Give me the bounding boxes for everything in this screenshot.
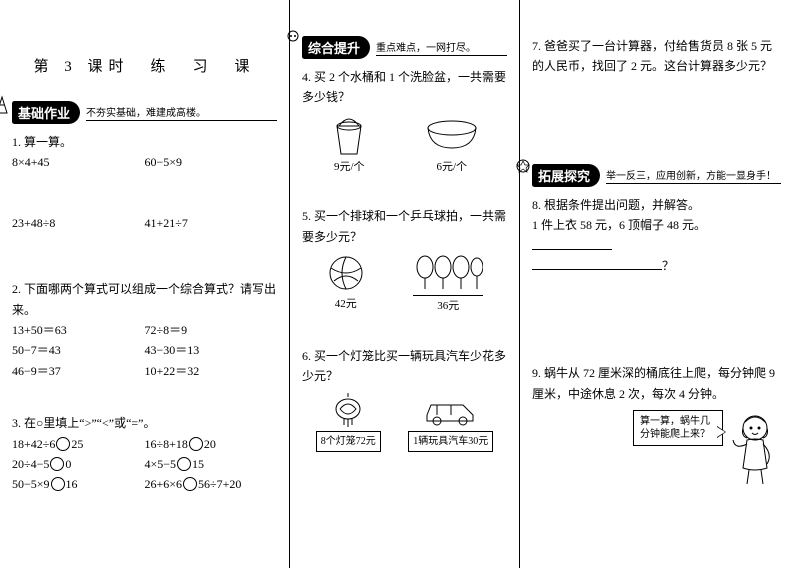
q1-a: 8×4+45 xyxy=(12,152,145,172)
column-1: 第 3 课时 练 习 课 基础作业 不夯实基础，难建成高楼。 1. 算一算。 8… xyxy=(0,0,290,568)
q1-label: 1. 算一算。 xyxy=(12,132,277,152)
q3-row1-right: 16÷8+1820 xyxy=(145,434,278,454)
q4: 4. 买 2 个水桶和 1 个洗脸盆，一共需要多少钱？ 9元/个 6元/个 xyxy=(302,67,507,176)
q1-d: 41+21÷7 xyxy=(145,213,278,233)
q3-row1-left: 18+42÷625 xyxy=(12,434,145,454)
column-2: 综合提升 重点难点，一网打尽。 4. 买 2 个水桶和 1 个洗脸盆，一共需要多… xyxy=(290,0,520,568)
basin-icon xyxy=(424,114,480,156)
bucket-icon xyxy=(329,114,369,156)
kid-icon xyxy=(284,28,304,52)
compare-circle[interactable] xyxy=(56,437,70,451)
section-basic-header: 基础作业 不夯实基础，难建成高楼。 xyxy=(12,101,277,124)
q3: 3. 在○里填上“>”“<”或“=”。 18+42÷625 16÷8+1820 … xyxy=(12,413,277,495)
girl-icon xyxy=(727,410,781,488)
q6-label: 6. 买一个灯笼比买一辆玩具汽车少花多少元？ xyxy=(302,346,507,387)
lesson-title: 第 3 课时 练 习 课 xyxy=(12,55,277,76)
q9-label: 9. 蜗牛从 72 厘米深的桶底往上爬，每分钟爬 9 厘米，中途休息 2 次，每… xyxy=(532,363,781,404)
fill-blank[interactable] xyxy=(532,238,612,250)
lantern-figure: 8个灯笼72元 xyxy=(316,393,381,452)
q6: 6. 买一个灯笼比买一辆玩具汽车少花多少元？ 8个灯笼72元 1辆玩具汽车30元 xyxy=(302,346,507,452)
explore-slogan: 举一反三，应用创新，方能一显身手！ xyxy=(606,167,781,184)
compare-circle[interactable] xyxy=(177,457,191,471)
volleyball-icon xyxy=(326,253,366,293)
q2-label: 2. 下面哪两个算式可以组成一个综合算式？请写出来。 xyxy=(12,279,277,320)
basin-figure: 6元/个 xyxy=(424,114,480,177)
column-3: 7. 爸爸买了一台计算器，付给售货员 8 张 5 元的人民币，找回了 2 元。这… xyxy=(520,0,793,568)
basic-slogan: 不夯实基础，难建成高楼。 xyxy=(86,104,277,121)
q7: 7. 爸爸买了一台计算器，付给售货员 8 张 5 元的人民币，找回了 2 元。这… xyxy=(532,36,781,77)
paddle-icon xyxy=(413,253,483,293)
speech-bubble: 算一算，蜗牛几分钟能爬上来？ xyxy=(633,410,723,446)
car-figure: 1辆玩具汽车30元 xyxy=(408,393,493,452)
compare-circle[interactable] xyxy=(189,437,203,451)
q3-label: 3. 在○里填上“>”“<”或“=”。 xyxy=(12,413,277,433)
star-icon xyxy=(514,156,534,180)
explore-banner: 拓展探究 xyxy=(532,164,600,187)
advance-slogan: 重点难点，一网打尽。 xyxy=(376,39,507,56)
bucket-figure: 9元/个 xyxy=(329,114,369,177)
q4-label: 4. 买 2 个水桶和 1 个洗脸盆，一共需要多少钱？ xyxy=(302,67,507,108)
car-icon xyxy=(423,393,479,429)
compare-circle[interactable] xyxy=(183,477,197,491)
basic-banner: 基础作业 xyxy=(12,101,80,124)
q9: 9. 蜗牛从 72 厘米深的桶底往上爬，每分钟爬 9 厘米，中途休息 2 次，每… xyxy=(532,363,781,488)
q1: 1. 算一算。 8×4+45 60−5×9 23+48÷8 41+21÷7 xyxy=(12,132,277,273)
compare-circle[interactable] xyxy=(51,477,65,491)
paddles-figure: 36元 xyxy=(413,253,483,316)
q1-c: 23+48÷8 xyxy=(12,213,145,233)
q7-label: 7. 爸爸买了一台计算器，付给售货员 8 张 5 元的人民币，找回了 2 元。这… xyxy=(532,39,772,73)
pencil-icon xyxy=(0,93,14,117)
section-explore-header: 拓展探究 举一反三，应用创新，方能一显身手！ xyxy=(532,164,781,187)
volleyball-figure: 42元 xyxy=(326,253,366,316)
q1-b: 60−5×9 xyxy=(145,152,278,172)
q5-label: 5. 买一个排球和一个乒乓球拍，一共需要多少元？ xyxy=(302,206,507,247)
q5: 5. 买一个排球和一个乒乓球拍，一共需要多少元？ 42元 36元 xyxy=(302,206,507,315)
compare-circle[interactable] xyxy=(50,457,64,471)
q8-label: 8. 根据条件提出问题，并解答。 xyxy=(532,195,781,215)
q8: 8. 根据条件提出问题，并解答。 1 件上衣 58 元，6 顶帽子 48 元。 … xyxy=(532,195,781,277)
fill-blank[interactable] xyxy=(532,258,662,270)
lantern-icon xyxy=(332,393,364,429)
advance-banner: 综合提升 xyxy=(302,36,370,59)
section-advance-header: 综合提升 重点难点，一网打尽。 xyxy=(302,36,507,59)
q2: 2. 下面哪两个算式可以组成一个综合算式？请写出来。 13+50＝6372÷8＝… xyxy=(12,279,277,381)
